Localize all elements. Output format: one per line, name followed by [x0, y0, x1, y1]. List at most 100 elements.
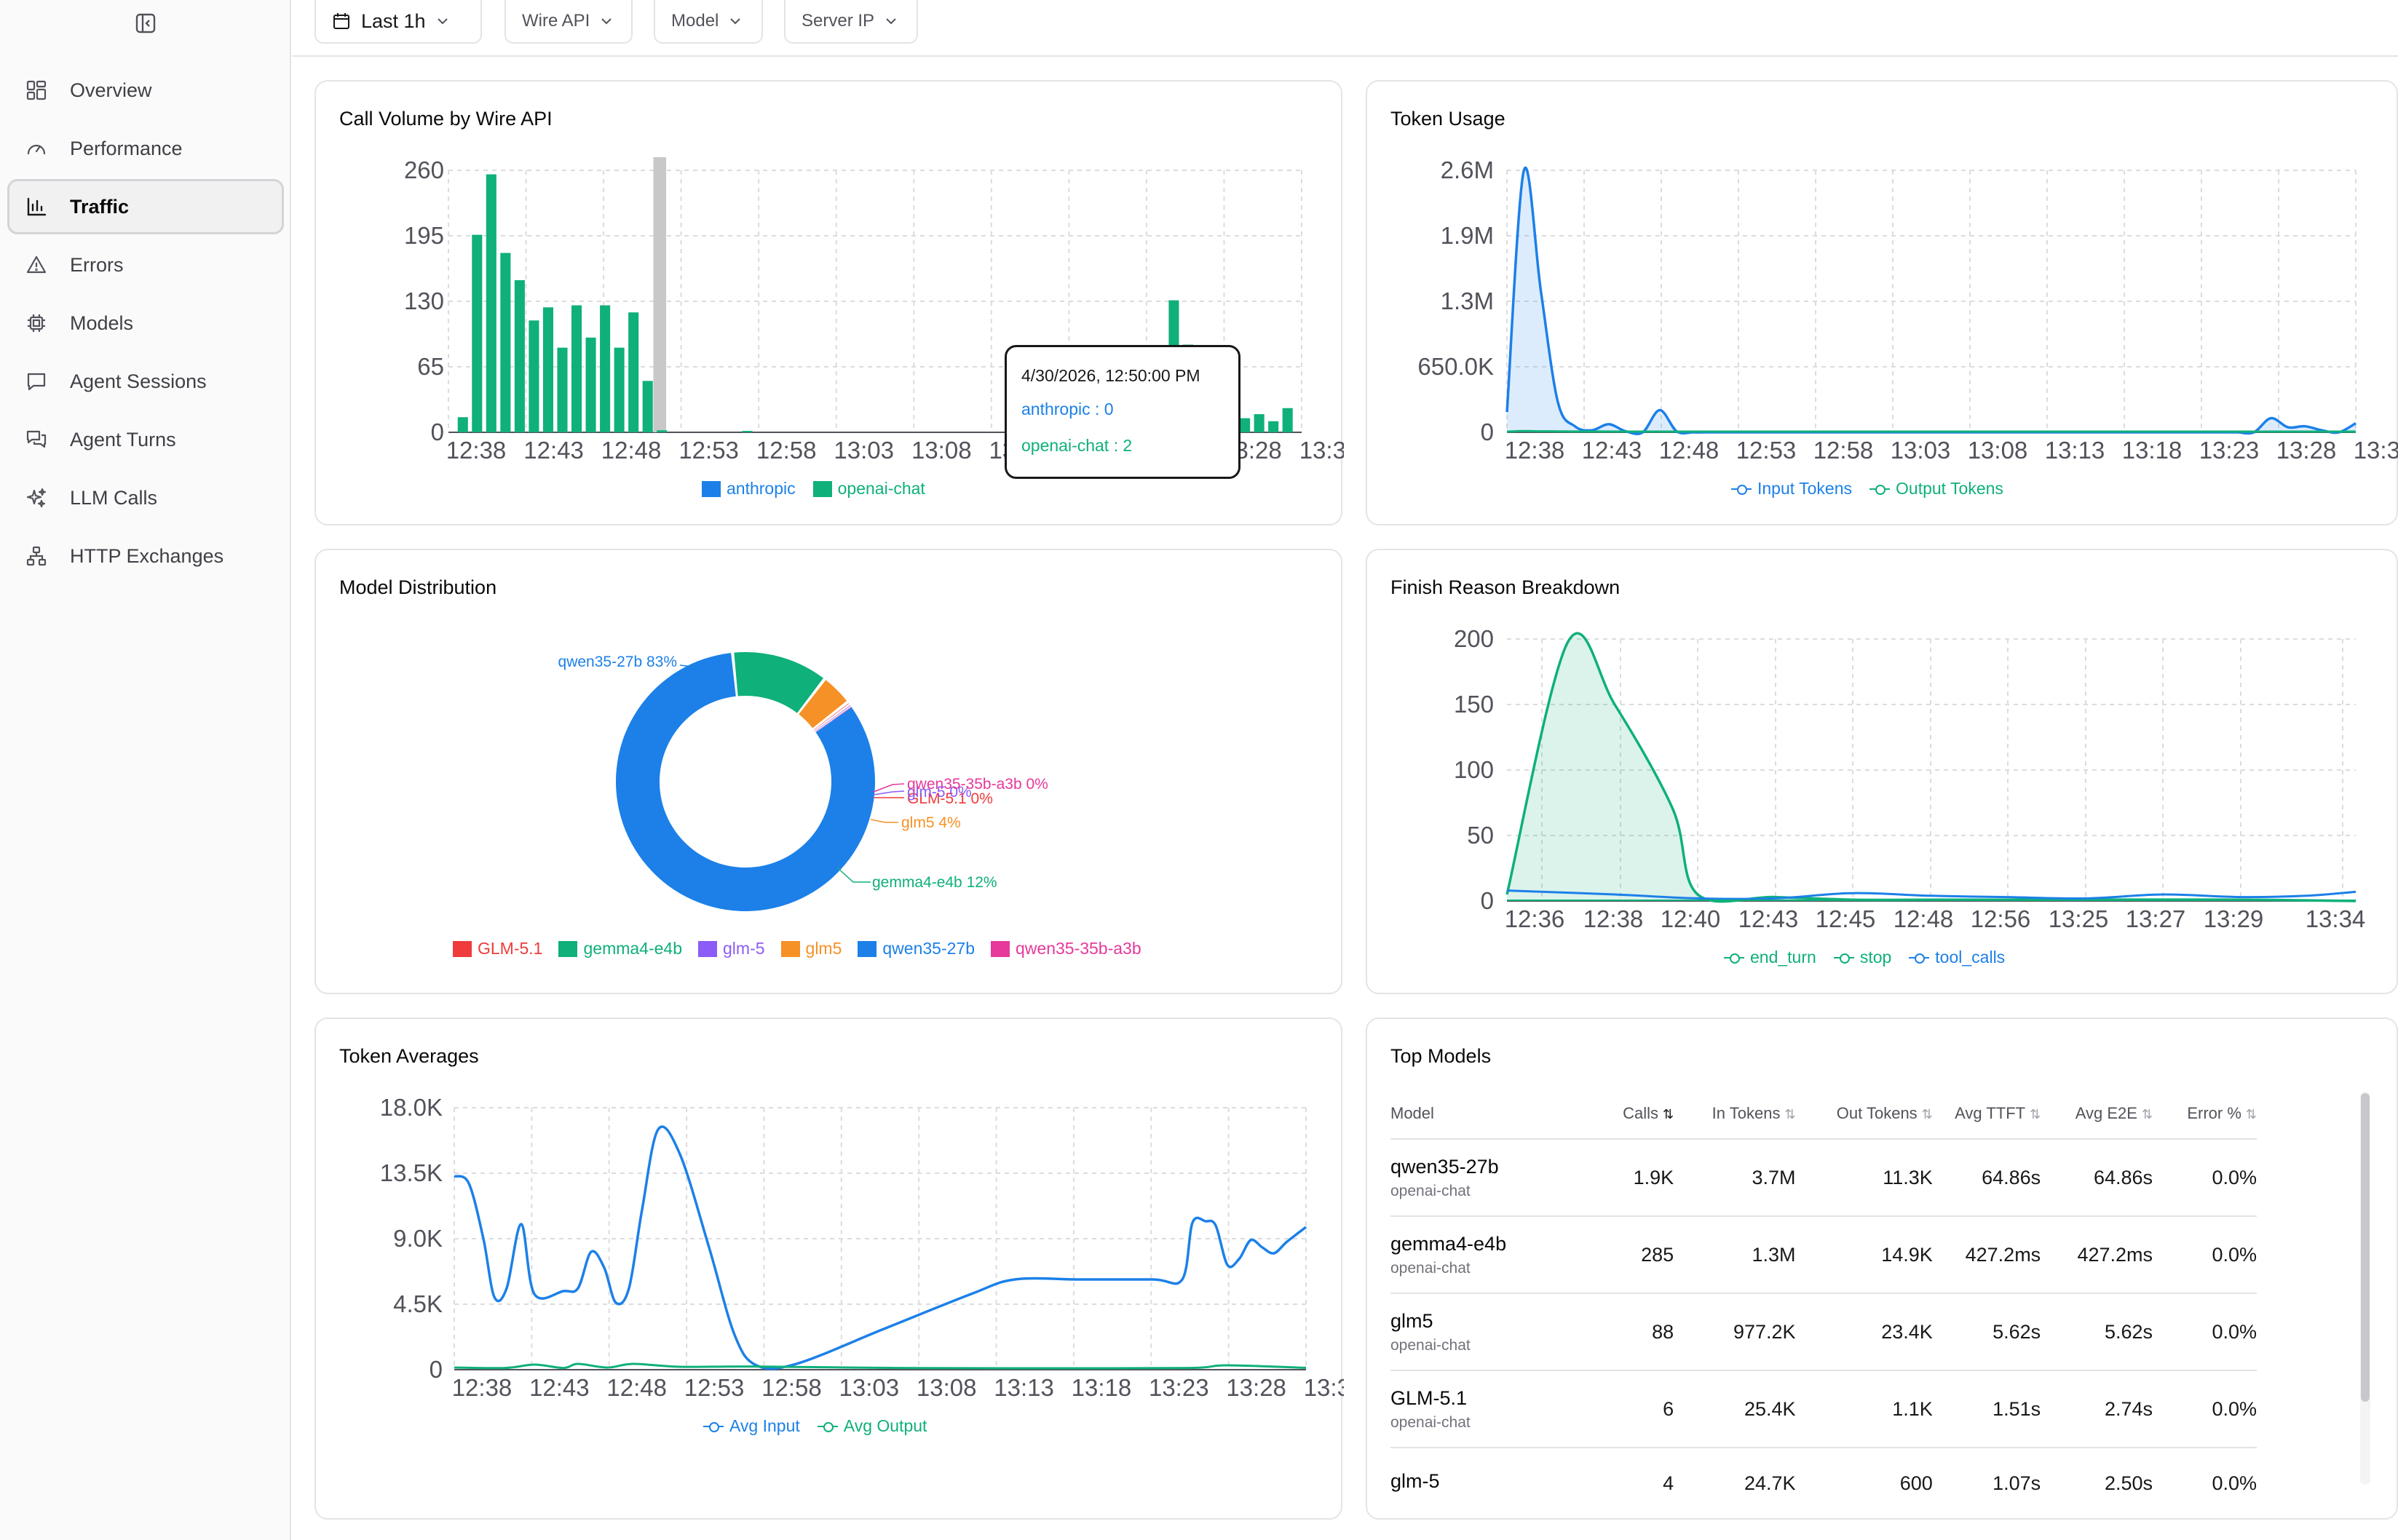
- sidebar-item-label: Overview: [70, 79, 152, 101]
- table-scrollbar[interactable]: [2360, 1092, 2370, 1485]
- sidebar-item-agent-sessions[interactable]: Agent Sessions: [7, 354, 284, 409]
- error-pct-cell: 0.0%: [2212, 1243, 2257, 1266]
- legend-label: Avg Output: [843, 1416, 927, 1435]
- x-tick-label: 13:29: [2204, 905, 2264, 932]
- legend-item-output-tokens[interactable]: Output Tokens: [1869, 479, 2003, 499]
- sidebar-item-label: LLM Calls: [70, 486, 158, 509]
- legend-item-qwen35-27b[interactable]: qwen35-27b: [858, 939, 975, 958]
- card-title: Token Averages: [339, 1045, 479, 1067]
- legend-item-input-tokens[interactable]: Input Tokens: [1731, 479, 1852, 499]
- table-row[interactable]: qwen35-27b openai-chat 1.9K 3.7M 11.3K 64…: [1390, 1140, 2257, 1217]
- column-header-avg-e2e[interactable]: Avg E2E ⇅: [2041, 1104, 2153, 1123]
- legend-item-glm-5[interactable]: glm-5: [698, 939, 765, 958]
- legend-item-stop[interactable]: stop: [1833, 948, 1891, 967]
- x-tick-label: 13:03: [834, 437, 894, 464]
- column-header-avg-ttft[interactable]: Avg TTFT ⇅: [1933, 1104, 2041, 1123]
- avg-e2e-cell: 64.86s: [2093, 1166, 2153, 1188]
- sidebar-item-performance[interactable]: Performance: [7, 121, 284, 176]
- chevron-down-icon: [437, 18, 448, 25]
- x-tick-label: 13:08: [1968, 437, 2028, 464]
- wire-api-filter[interactable]: Wire API: [504, 0, 633, 44]
- column-header-in-tokens[interactable]: In Tokens ⇅: [1674, 1104, 1796, 1123]
- error-pct-cell: 0.0%: [2212, 1397, 2257, 1420]
- input-tokens-area: [1507, 167, 2356, 434]
- model-label: Model: [671, 11, 719, 31]
- legend-item-glm5[interactable]: glm5: [780, 939, 842, 958]
- scrollbar-thumb[interactable]: [2361, 1093, 2370, 1402]
- x-tick-label: 12:40: [1661, 905, 1721, 932]
- legend-item-anthropic[interactable]: anthropic: [702, 479, 796, 499]
- legend-item-avg-output[interactable]: Avg Output: [817, 1416, 927, 1436]
- slice-label-glm-5-1: GLM-5.1 0%: [907, 790, 993, 807]
- calls-cell: 88: [1652, 1320, 1674, 1343]
- sidebar-item-llm-calls[interactable]: LLM Calls: [7, 470, 284, 525]
- card-title: Call Volume by Wire API: [339, 108, 553, 130]
- calls-cell: 6: [1663, 1397, 1674, 1420]
- sidebar: Overview Performance Traffic Errors Mode…: [0, 0, 291, 1540]
- bar-openai-chat: [600, 305, 611, 432]
- model-cell: qwen35-27b openai-chat: [1390, 1156, 1575, 1200]
- legend-item-end-turn[interactable]: end_turn: [1724, 948, 1816, 967]
- column-header-error-pct[interactable]: Error % ⇅: [2153, 1104, 2257, 1123]
- x-tick-label: 12:53: [678, 437, 739, 464]
- x-tick-label: 13:18: [1072, 1374, 1132, 1401]
- sort-icon: ⇅: [1784, 1107, 1796, 1122]
- column-header-calls[interactable]: Calls ⇅: [1575, 1104, 1674, 1123]
- legend-swatch: [703, 1421, 724, 1432]
- sidebar-item-models[interactable]: Models: [7, 295, 284, 351]
- table-row[interactable]: gemma4-e4b openai-chat 285 1.3M 14.9K 427…: [1390, 1217, 2257, 1294]
- slice-label-glm-5: glm-5 0%: [907, 784, 972, 801]
- sidebar-collapse-button[interactable]: [131, 9, 160, 38]
- column-header-label: Out Tokens: [1836, 1104, 1918, 1122]
- sidebar-item-label: Agent Sessions: [70, 370, 207, 392]
- x-tick-label: 12:58: [1813, 437, 1874, 464]
- legend-item-openai-chat[interactable]: openai-chat: [812, 479, 925, 499]
- server-ip-filter[interactable]: Server IP: [784, 0, 918, 44]
- x-tick-label: 12:38: [446, 437, 507, 464]
- time-range-select[interactable]: Last 1h: [314, 0, 482, 44]
- legend-item-glm-5-1[interactable]: GLM-5.1: [453, 939, 542, 958]
- x-tick-label: 12:53: [684, 1374, 745, 1401]
- panel-left-icon: [135, 13, 156, 33]
- sidebar-item-traffic[interactable]: Traffic: [7, 179, 284, 234]
- model-name: GLM-5.1: [1390, 1386, 1468, 1409]
- x-tick-label: 12:43: [1738, 905, 1799, 932]
- y-tick-label: 1.9M: [1441, 222, 1494, 249]
- x-tick-label: 13:34: [2306, 905, 2366, 932]
- sidebar-item-label: Agent Turns: [70, 428, 176, 451]
- model-filter[interactable]: Model: [654, 0, 763, 44]
- x-tick-label: 12:38: [1583, 905, 1644, 932]
- sidebar-item-agent-turns[interactable]: Agent Turns: [7, 412, 284, 467]
- model-distribution-card: Model Distribution qwen35-27b 83% gemma4-…: [314, 549, 1342, 994]
- sidebar-item-errors[interactable]: Errors: [7, 237, 284, 293]
- legend-item-gemma4-e4b[interactable]: gemma4-e4b: [558, 939, 682, 958]
- column-header-model[interactable]: Model: [1390, 1104, 1434, 1122]
- y-tick-label: 195: [404, 222, 444, 249]
- slice-label-glm5: glm5 4%: [901, 814, 961, 831]
- x-tick-label: 12:58: [761, 1374, 822, 1401]
- stop-area: [1507, 633, 2356, 902]
- sort-icon: ⇅: [2030, 1107, 2041, 1122]
- error-pct-cell: 0.0%: [2212, 1472, 2257, 1494]
- chevron-down-icon: [601, 18, 612, 25]
- x-tick-label: 12:38: [452, 1374, 513, 1401]
- legend-item-qwen35-35b-a3b[interactable]: qwen35-35b-a3b: [991, 939, 1141, 958]
- y-tick-label: 200: [1454, 625, 1494, 652]
- column-header-label: In Tokens: [1712, 1104, 1781, 1122]
- x-tick-label: 13:08: [911, 437, 972, 464]
- table-row[interactable]: glm5 openai-chat 88 977.2K 23.4K 5.62s 5.…: [1390, 1294, 2257, 1371]
- sidebar-item-http-exchanges[interactable]: HTTP Exchanges: [7, 528, 284, 584]
- token-averages-card: Token Averages 18.0K 13.5K 9.0K 4.5K 0 12:38 1…: [314, 1017, 1344, 1520]
- legend-swatch: [991, 940, 1010, 957]
- legend-item-tool-calls[interactable]: tool_calls: [1909, 948, 2005, 967]
- out-tokens-cell: 600: [1899, 1472, 1933, 1494]
- sidebar-item-overview[interactable]: Overview: [7, 63, 284, 118]
- legend-swatch: [1909, 953, 1930, 964]
- slice-glm5: [799, 680, 847, 729]
- legend-label: Output Tokens: [1896, 479, 2003, 498]
- column-header-out-tokens[interactable]: Out Tokens ⇅: [1796, 1104, 1933, 1123]
- table-row[interactable]: GLM-5.1 openai-chat 6 25.4K 1.1K 1.51s 2.…: [1390, 1371, 2257, 1448]
- table-row[interactable]: glm-5 4 24.7K 600 1.07s 2.50s 0.0%: [1390, 1448, 2257, 1518]
- legend-item-avg-input[interactable]: Avg Input: [703, 1416, 800, 1436]
- legend-swatch: [1731, 484, 1752, 495]
